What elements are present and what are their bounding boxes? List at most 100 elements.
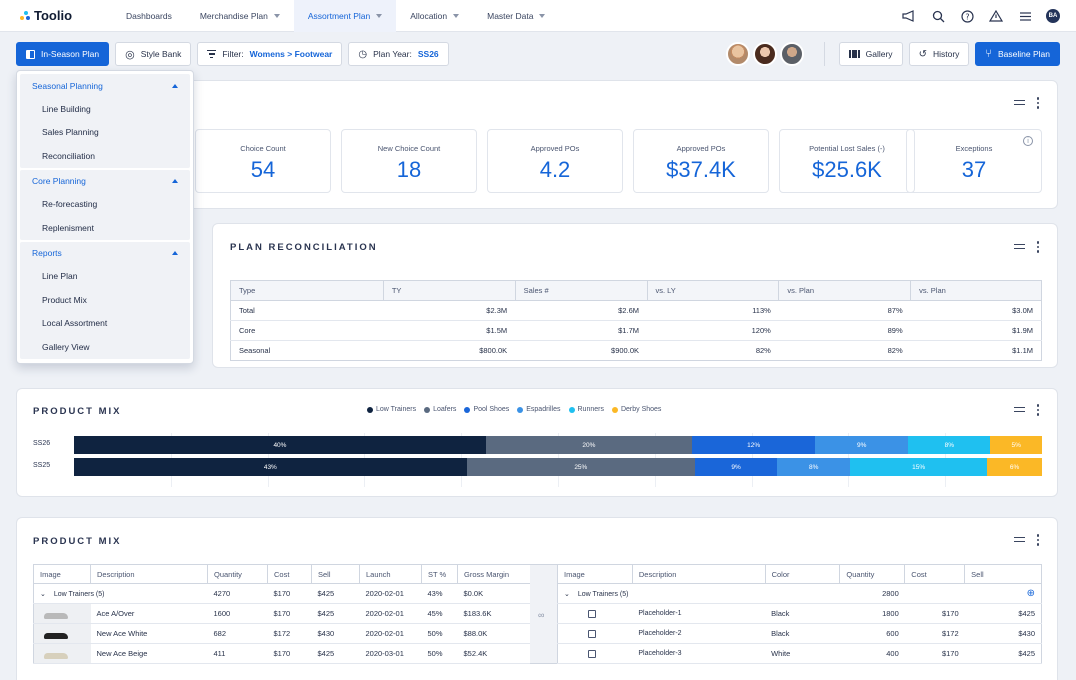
info-icon[interactable]: i	[1023, 136, 1033, 146]
bar-segment[interactable]: 43%	[74, 458, 467, 476]
menu-item[interactable]: Line Building	[42, 103, 91, 114]
menu-group-header[interactable]: Reports	[20, 242, 190, 265]
menu-item[interactable]: Replenisment	[42, 222, 94, 233]
column-header[interactable]: Color	[765, 564, 841, 584]
chevron-down-icon[interactable]: ⌄	[564, 591, 570, 598]
bar-segment[interactable]: 5%	[990, 436, 1042, 454]
menu-group-header[interactable]: Core Planning	[20, 170, 190, 193]
column-header[interactable]: vs. Plan	[778, 280, 912, 301]
column-header[interactable]: ST %	[421, 564, 458, 584]
more-options-icon[interactable]	[1036, 404, 1039, 416]
menu-item[interactable]: Gallery View	[42, 341, 90, 352]
collapse-icon[interactable]	[1013, 100, 1025, 106]
history-button[interactable]: ↺ History	[908, 42, 970, 66]
bar-segment[interactable]: 9%	[815, 436, 909, 454]
in-season-plan-button[interactable]: In-Season Plan	[16, 42, 110, 66]
bar-segment[interactable]: 8%	[908, 436, 991, 454]
add-circle-icon[interactable]: ⊕	[1026, 588, 1035, 599]
more-options-icon[interactable]	[1036, 97, 1039, 109]
menu-item[interactable]: Product Mix	[42, 294, 87, 305]
table-row[interactable]: Total $2.3M $2.6M 113% 87% $3.0M	[230, 300, 1042, 321]
column-header[interactable]: Cost	[267, 564, 312, 584]
table-row[interactable]: Placeholder-2 Black 600 $172 $430	[557, 623, 1042, 644]
column-header[interactable]: Image	[557, 564, 633, 584]
column-header[interactable]: Sell	[964, 564, 1042, 584]
bar-segment[interactable]: 12%	[691, 436, 816, 454]
column-header[interactable]: Gross Margin	[457, 564, 546, 584]
column-header[interactable]: vs. LY	[647, 280, 780, 301]
menu-item[interactable]: Reconciliation	[42, 150, 95, 161]
avatar[interactable]	[752, 42, 777, 66]
column-header[interactable]: Description	[90, 564, 208, 584]
image-placeholder-icon[interactable]	[588, 629, 596, 638]
collapse-icon[interactable]	[1013, 244, 1025, 250]
legend-item[interactable]: Pool Shoes	[464, 406, 509, 413]
list-menu-icon[interactable]	[1017, 8, 1033, 24]
legend-item[interactable]: Low Trainers	[367, 406, 416, 413]
more-options-icon[interactable]	[1036, 241, 1039, 253]
column-header[interactable]: TY	[383, 280, 516, 301]
bar-segment[interactable]: 6%	[987, 458, 1042, 476]
link-icon[interactable]: ∞	[538, 610, 545, 620]
nav-item-merchandise-plan[interactable]: Merchandise Plan	[186, 0, 294, 32]
baseline-plan-button[interactable]: ⑂ Baseline Plan	[975, 42, 1060, 66]
bar-segment[interactable]: 9%	[694, 458, 778, 476]
table-row[interactable]: New Ace White 682 $172 $430 2020-02-01 50% $88…	[33, 623, 546, 644]
menu-group-header[interactable]: Seasonal Planning	[20, 74, 190, 97]
column-header[interactable]: Cost	[904, 564, 966, 584]
bar-segment[interactable]: 20%	[485, 436, 692, 454]
nav-item-master-data[interactable]: Master Data	[473, 0, 559, 32]
collapse-icon[interactable]	[1013, 407, 1025, 413]
table-row[interactable]: Placeholder-3 White 400 $170 $425	[557, 643, 1042, 664]
legend-item[interactable]: Derby Shoes	[611, 406, 661, 413]
gallery-button[interactable]: Gallery	[838, 42, 903, 66]
avatar[interactable]	[779, 42, 804, 66]
legend-item[interactable]: Runners	[568, 406, 604, 413]
column-header[interactable]: Type	[230, 280, 384, 301]
logo[interactable]: Toolio	[20, 8, 112, 23]
chevron-down-icon[interactable]: ⌄	[40, 591, 46, 598]
nav-item-dashboards[interactable]: Dashboards	[112, 0, 186, 32]
table-row[interactable]: New Ace Beige 411 $170 $425 2020-03-01 50% $52…	[33, 643, 546, 664]
menu-item[interactable]: Sales Planning	[42, 127, 99, 138]
megaphone-icon[interactable]	[901, 8, 917, 24]
style-bank-button[interactable]: ◎ Style Bank	[115, 42, 192, 66]
shoe-thumbnail[interactable]	[40, 628, 70, 640]
table-row[interactable]: Ace A/Over 1600 $170 $425 2020-02-01 45% $183.…	[33, 603, 546, 624]
group-row[interactable]: ⌄ Low Trainers (5) 2800 ⊕	[557, 583, 1042, 604]
avatar[interactable]	[725, 42, 750, 66]
bar-segment[interactable]: 40%	[74, 436, 486, 454]
help-icon[interactable]: ?	[959, 8, 975, 24]
collapse-icon[interactable]	[1013, 537, 1025, 543]
column-header[interactable]: Image	[33, 564, 91, 584]
nav-item-assortment-plan[interactable]: Assortment Plan	[293, 0, 397, 32]
bar-segment[interactable]: 25%	[466, 458, 695, 476]
shoe-thumbnail[interactable]	[40, 608, 70, 620]
column-header[interactable]: Sell	[311, 564, 360, 584]
more-options-icon[interactable]	[1036, 534, 1039, 546]
menu-item[interactable]: Line Plan	[42, 271, 78, 282]
column-header[interactable]: vs. Plan	[910, 280, 1042, 301]
menu-item[interactable]: Re-forecasting	[42, 199, 98, 210]
shoe-thumbnail[interactable]	[40, 648, 70, 660]
menu-item[interactable]: Local Assortment	[42, 318, 108, 329]
image-placeholder-icon[interactable]	[588, 649, 596, 658]
column-header[interactable]: Sales #	[515, 280, 648, 301]
user-avatar[interactable]: BA	[1046, 9, 1060, 23]
table-row[interactable]: Seasonal $800.0K $900.0K 82% 82% $1.1M	[231, 341, 1042, 361]
group-row[interactable]: ⌄ Low Trainers (5) 4270 $170 $425 2020-02-01 4…	[33, 583, 546, 604]
nav-item-allocation[interactable]: Allocation	[396, 0, 473, 32]
plan-year-button[interactable]: ◷ Plan Year: SS26	[348, 42, 449, 66]
bar-segment[interactable]: 15%	[850, 458, 988, 476]
column-header[interactable]: Launch	[359, 564, 422, 584]
table-row[interactable]: Core $1.5M $1.7M 120% 89% $1.9M	[230, 320, 1042, 341]
warning-icon[interactable]	[988, 8, 1004, 24]
table-row[interactable]: Placeholder-1 Black 1800 $170 $425	[557, 603, 1042, 624]
column-header[interactable]: Quantity	[839, 564, 906, 584]
legend-item[interactable]: Espadrilles	[517, 406, 561, 413]
bar-segment[interactable]: 8%	[777, 458, 851, 476]
column-header[interactable]: Quantity	[207, 564, 268, 584]
legend-item[interactable]: Loafers	[424, 406, 456, 413]
search-icon[interactable]	[930, 8, 946, 24]
column-header[interactable]: Description	[632, 564, 766, 584]
